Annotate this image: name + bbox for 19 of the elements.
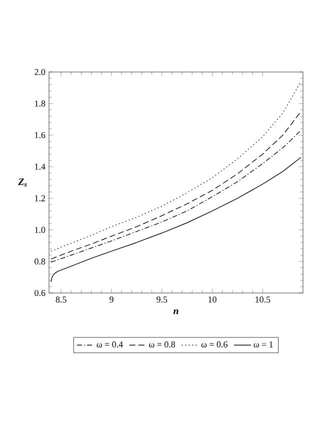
x-tick-label: 8.5 bbox=[56, 296, 66, 303]
y-tick-label: 1.0 bbox=[35, 226, 46, 233]
legend-label: ω = 0.4 bbox=[96, 341, 123, 348]
x-tick-label: 9.5 bbox=[156, 296, 168, 303]
legend-label: ω = 0.6 bbox=[201, 341, 228, 348]
legend-label: ω = 1 bbox=[254, 341, 273, 348]
y-axis-title: Z$_{s}$ bbox=[18, 178, 27, 187]
y-tick-label: 1.4 bbox=[35, 164, 46, 170]
y-tick-label: 0.8 bbox=[34, 258, 46, 264]
x-tick-label: 10 bbox=[208, 296, 216, 303]
legend-label: ω = 0.8 bbox=[149, 341, 176, 348]
x-tick-label: 9 bbox=[110, 296, 114, 303]
y-tick-label: 2.0 bbox=[34, 68, 46, 76]
y-tick-label: 1.6 bbox=[35, 132, 46, 138]
y-tick-label: 0.6 bbox=[34, 290, 46, 296]
x-tick-label: 10.5 bbox=[256, 296, 270, 303]
x-axis-title: n bbox=[173, 309, 178, 314]
y-tick-label: 1.8 bbox=[35, 100, 46, 107]
y-tick-label: 1.2 bbox=[35, 195, 45, 202]
